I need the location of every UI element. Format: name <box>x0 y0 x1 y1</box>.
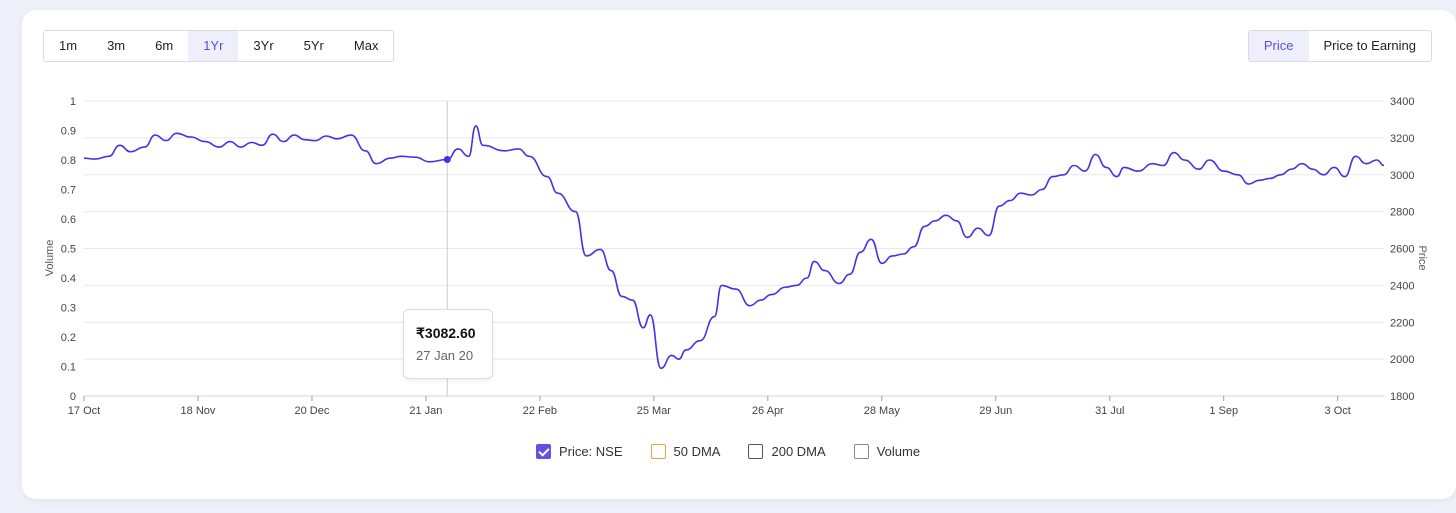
legend-label-volume: Volume <box>876 444 921 459</box>
left-axis-tick-label: 0.7 <box>61 185 76 197</box>
range-button-6m[interactable]: 6m <box>155 38 174 53</box>
x-axis-tick-label: 25 Mar <box>637 405 672 417</box>
hover-point-marker <box>443 156 451 164</box>
x-axis-tick-label: 29 Jun <box>979 405 1012 417</box>
left-axis-ticks: 0 0.1 0.2 0.3 0.4 0.5 0.6 0.7 0.8 0.9 1 <box>61 96 76 403</box>
right-axis-tick-label: 2200 <box>1390 317 1414 329</box>
legend-checkbox-volume[interactable] <box>853 444 869 459</box>
chart-legend: Price: NSE 50 DMA 200 DMA Volume <box>0 444 1456 459</box>
x-axis-tick-label: 1 Sep <box>1209 405 1238 417</box>
x-axis-tick-label: 17 Oct <box>68 405 100 417</box>
right-axis-tick-label: 1800 <box>1390 391 1414 403</box>
range-button-3yr[interactable]: 3Yr <box>253 38 274 53</box>
right-axis-tick-label: 3000 <box>1390 170 1414 182</box>
left-axis-tick-label: 1 <box>70 96 76 108</box>
legend-label-200-dma: 200 DMA <box>771 444 826 459</box>
price-tooltip: ₹3082.60 27 Jan 20 <box>403 309 493 379</box>
left-axis-tick-label: 0.3 <box>61 303 76 315</box>
view-button-price[interactable]: Price <box>1248 31 1309 61</box>
x-axis-ticks: 17 Oct 18 Nov 20 Dec 21 Jan 22 Feb 25 Mar 26 A… <box>68 396 1351 417</box>
legend-checkbox-50-dma[interactable] <box>650 444 666 459</box>
legend-item-50-dma[interactable]: 50 DMA <box>650 444 721 459</box>
legend-label-50-dma: 50 DMA <box>673 444 721 459</box>
price-series-line[interactable] <box>83 125 1385 370</box>
legend-item-price-nse[interactable]: Price: NSE <box>535 444 623 459</box>
x-axis-tick-label: 22 Feb <box>523 405 557 417</box>
range-button-3m[interactable]: 3m <box>107 38 126 53</box>
x-axis-tick-label: 18 Nov <box>181 405 216 417</box>
time-range-selector: 1m 3m 6m 1Yr 3Yr 5Yr Max <box>43 30 395 62</box>
tooltip-price: ₹3082.60 <box>416 325 476 341</box>
view-button-price-to-earning[interactable]: Price to Earning <box>1323 38 1417 53</box>
left-axis-tick-label: 0.1 <box>61 362 76 374</box>
left-axis-title: Volume <box>44 240 56 277</box>
x-axis-tick-label: 20 Dec <box>295 405 330 417</box>
right-axis-tick-label: 3200 <box>1390 133 1414 145</box>
view-mode-selector: Price Price to Earning <box>1247 30 1432 62</box>
right-axis-tick-label: 2600 <box>1390 244 1414 256</box>
x-axis-tick-label: 21 Jan <box>409 405 442 417</box>
x-axis-tick-label: 28 May <box>864 405 901 417</box>
right-axis-ticks: 1800 2000 2200 2400 2600 2800 3000 3200 3400 <box>1390 96 1414 403</box>
left-axis-tick-label: 0.2 <box>61 332 76 344</box>
x-axis-tick-label: 3 Oct <box>1325 405 1351 417</box>
range-button-5yr[interactable]: 5Yr <box>303 38 324 53</box>
tooltip-date: 27 Jan 20 <box>416 348 474 363</box>
right-axis-tick-label: 2800 <box>1390 207 1414 219</box>
legend-checkbox-price-nse[interactable] <box>535 444 551 459</box>
right-axis-title: Price <box>1416 245 1428 270</box>
right-axis-tick-label: 2000 <box>1390 354 1414 366</box>
right-axis-tick-label: 2400 <box>1390 280 1414 292</box>
legend-checkbox-200-dma[interactable] <box>748 444 764 459</box>
left-axis-tick-label: 0.6 <box>61 214 76 226</box>
range-button-1m[interactable]: 1m <box>59 38 78 53</box>
right-axis-tick-label: 3400 <box>1390 96 1414 108</box>
left-axis-tick-label: 0.9 <box>61 126 76 138</box>
range-button-1yr[interactable]: 1Yr <box>188 31 239 61</box>
left-axis-tick-label: 0.5 <box>61 244 76 256</box>
x-axis-tick-label: 26 Apr <box>752 405 784 417</box>
left-axis-tick-label: 0.8 <box>61 155 76 167</box>
range-button-max[interactable]: Max <box>353 38 379 53</box>
legend-item-200-dma[interactable]: 200 DMA <box>748 444 826 459</box>
chart-card <box>22 10 1456 499</box>
chart-gridlines <box>84 100 1384 397</box>
legend-label-price-nse: Price: NSE <box>558 444 623 459</box>
left-axis-tick-label: 0 <box>70 391 76 403</box>
x-axis-tick-label: 31 Jul <box>1095 405 1124 417</box>
legend-item-volume[interactable]: Volume <box>853 444 921 459</box>
left-axis-tick-label: 0.4 <box>61 273 76 285</box>
